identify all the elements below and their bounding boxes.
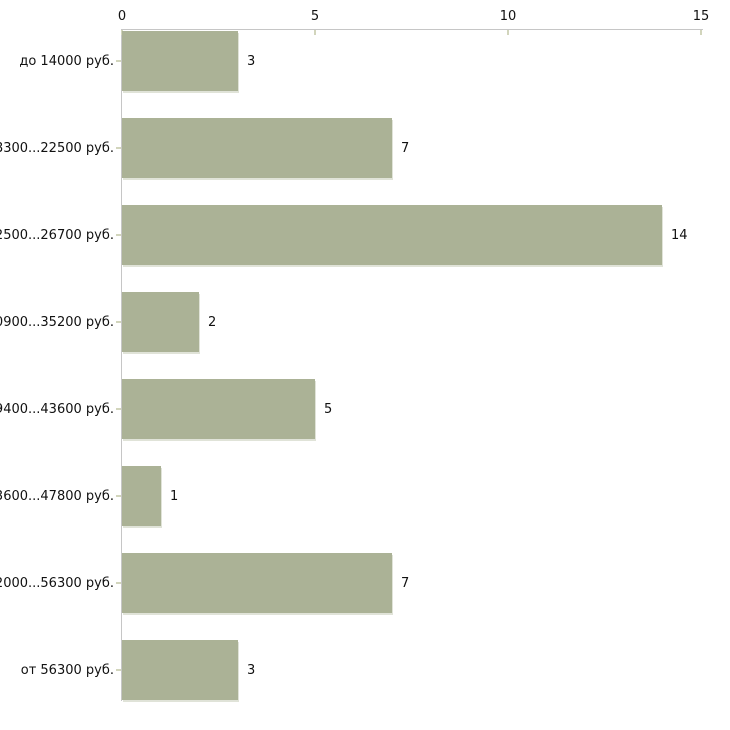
category-label: до 14000 руб. bbox=[19, 53, 114, 69]
category-tick bbox=[116, 495, 121, 497]
bar-value-label: 3 bbox=[247, 662, 256, 678]
category-tick bbox=[116, 669, 121, 671]
category-label: 43600...47800 руб. bbox=[0, 488, 114, 504]
bar-value-label: 1 bbox=[170, 488, 179, 504]
bar bbox=[122, 205, 662, 265]
category-label: 18300...22500 руб. bbox=[0, 140, 114, 156]
category-tick bbox=[116, 582, 121, 584]
x-axis-tick bbox=[314, 30, 316, 35]
bar bbox=[122, 640, 238, 700]
category-label: от 56300 руб. bbox=[20, 662, 114, 678]
x-axis-tick bbox=[700, 30, 702, 35]
bar bbox=[122, 118, 392, 178]
category-label: 30900...35200 руб. bbox=[0, 314, 114, 330]
bar-value-label: 3 bbox=[247, 53, 256, 69]
category-tick bbox=[116, 60, 121, 62]
category-label: 52000...56300 руб. bbox=[0, 575, 114, 591]
x-axis-tick-label: 10 bbox=[499, 9, 517, 24]
category-label: 22500...26700 руб. bbox=[0, 227, 114, 243]
bar bbox=[122, 31, 238, 91]
bar-value-label: 7 bbox=[401, 140, 410, 156]
bar bbox=[122, 553, 392, 613]
x-axis-line bbox=[121, 29, 703, 30]
bar bbox=[122, 466, 161, 526]
x-axis-tick-label: 5 bbox=[310, 9, 320, 24]
x-axis-tick-label: 15 bbox=[692, 9, 710, 24]
x-axis-tick-label: 0 bbox=[117, 9, 127, 24]
bar-value-label: 5 bbox=[324, 401, 333, 417]
x-axis-tick bbox=[507, 30, 509, 35]
bar-value-label: 7 bbox=[401, 575, 410, 591]
bar bbox=[122, 292, 199, 352]
category-tick bbox=[116, 147, 121, 149]
category-tick bbox=[116, 408, 121, 410]
category-tick bbox=[116, 234, 121, 236]
y-axis-line bbox=[121, 29, 122, 701]
category-tick bbox=[116, 321, 121, 323]
bar-value-label: 2 bbox=[208, 314, 217, 330]
category-label: 39400...43600 руб. bbox=[0, 401, 114, 417]
bar bbox=[122, 379, 315, 439]
bar-value-label: 14 bbox=[671, 227, 688, 243]
